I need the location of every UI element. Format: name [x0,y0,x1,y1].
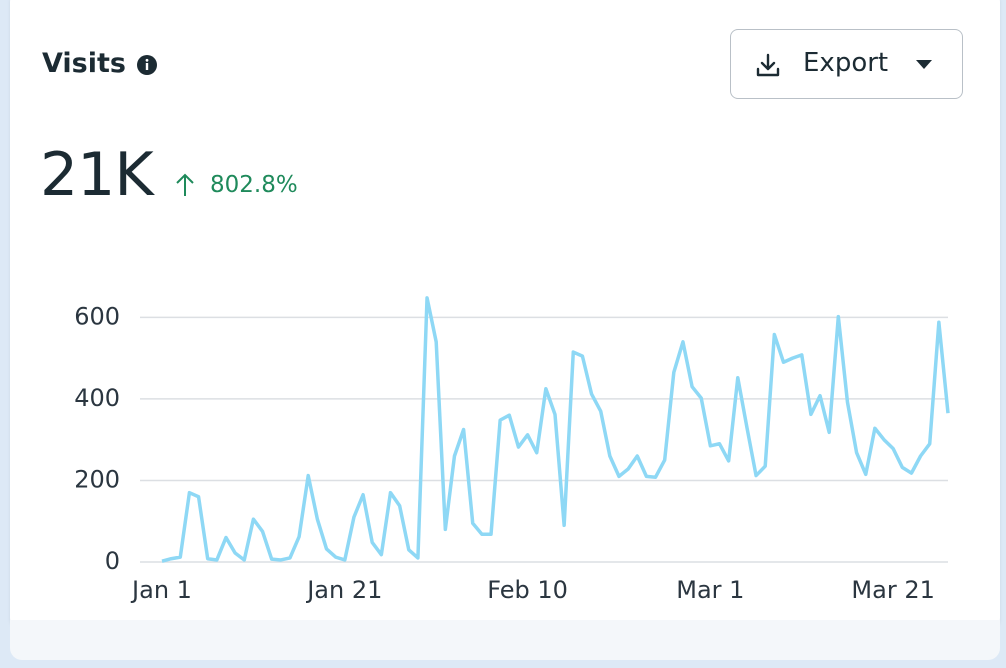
dropdown-caret [916,60,932,69]
card-title: Visits [42,48,126,79]
download-icon [756,53,780,77]
info-icon[interactable] [136,54,158,76]
card [10,0,1000,630]
x-tick-label: Mar 21 [851,576,934,604]
export-button[interactable]: Export [730,29,963,99]
export-label: Export [803,48,889,78]
y-tick-label: 0 [105,547,120,575]
y-tick-label: 400 [74,384,120,412]
y-tick-label: 200 [74,465,120,493]
metric-change: 802.8% [210,172,298,198]
metric-value: 21K [40,140,154,210]
x-tick-label: Feb 10 [487,576,568,604]
x-tick-label: Jan 21 [305,576,382,604]
data-line [161,296,950,563]
up-arrow [176,173,194,196]
y-tick-label: 600 [74,302,120,330]
x-tick-label: Jan 1 [130,576,192,604]
card-footer [10,620,1000,660]
x-tick-label: Mar 1 [676,576,744,604]
